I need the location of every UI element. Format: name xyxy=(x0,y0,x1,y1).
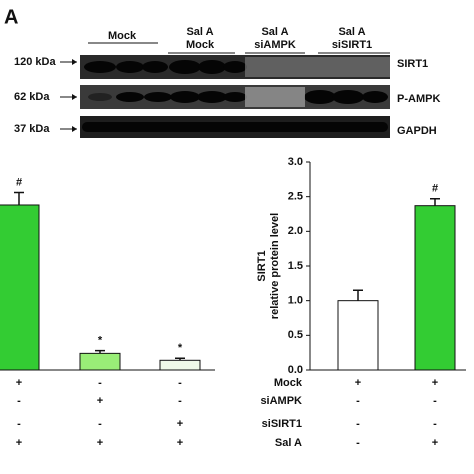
treatment-sign: + xyxy=(16,437,22,449)
treatment-sign: + xyxy=(432,437,438,449)
y-axis-label: SIRT1 xyxy=(256,250,268,281)
column-label: Sal A xyxy=(186,26,213,38)
treatment-sign: - xyxy=(433,418,437,430)
blot-image xyxy=(80,55,390,138)
column-label: Mock xyxy=(108,30,137,42)
treatment-sign: + xyxy=(97,395,103,407)
error-bar xyxy=(430,197,440,206)
treatment-sign: - xyxy=(98,418,102,430)
y-tick-label: 1.5 xyxy=(288,260,303,272)
error-bar xyxy=(14,191,24,205)
treatment-sign: - xyxy=(356,437,360,449)
protein-label: GAPDH xyxy=(397,125,437,137)
panel-label: A xyxy=(4,6,18,28)
annotation: * xyxy=(178,342,183,354)
treatment-sign: + xyxy=(16,377,22,389)
treatment-sign: - xyxy=(17,395,21,407)
treatment-sign: - xyxy=(433,395,437,407)
column-label: Sal A xyxy=(338,26,365,38)
column-label: siSIRT1 xyxy=(332,39,372,51)
column-label: Sal A xyxy=(261,26,288,38)
treatment-sign: - xyxy=(98,377,102,389)
bar xyxy=(79,352,121,371)
protein-label: SIRT1 xyxy=(397,58,428,70)
mw-label: 37 kDa xyxy=(14,123,50,135)
treatment-sign: + xyxy=(177,437,183,449)
bar xyxy=(159,359,201,371)
treatment-label: Mock xyxy=(274,377,303,389)
treatment-sign: + xyxy=(97,437,103,449)
treatment-sign: + xyxy=(177,418,183,430)
treatment-sign: - xyxy=(178,395,182,407)
treatment-sign: + xyxy=(355,377,361,389)
y-tick-label: 0.5 xyxy=(288,329,303,341)
treatment-label: Sal A xyxy=(275,437,302,449)
treatment-sign: + xyxy=(432,377,438,389)
treatment-label: siSIRT1 xyxy=(262,418,302,430)
error-bar xyxy=(353,289,363,301)
y-axis-label: relative protein level xyxy=(269,213,281,319)
annotation: # xyxy=(432,183,438,195)
y-tick-label: 0.0 xyxy=(288,364,303,376)
error-bar xyxy=(175,357,185,361)
annotation: # xyxy=(16,176,22,188)
treatment-sign: - xyxy=(356,418,360,430)
column-label: Mock xyxy=(186,39,215,51)
column-label: siAMPK xyxy=(254,39,296,51)
bar xyxy=(0,204,40,371)
y-tick-label: 2.5 xyxy=(288,191,303,203)
treatment-sign: - xyxy=(356,395,360,407)
y-tick-label: 2.0 xyxy=(288,225,303,237)
mw-label: 62 kDa xyxy=(14,91,50,103)
arrow-head xyxy=(72,59,77,65)
treatment-sign: - xyxy=(17,418,21,430)
error-bar xyxy=(95,349,105,354)
y-tick-label: 3.0 xyxy=(288,156,303,168)
bar xyxy=(414,205,456,371)
annotation: * xyxy=(98,334,103,346)
y-tick-label: 1.0 xyxy=(288,295,303,307)
mw-label: 120 kDa xyxy=(14,56,56,68)
protein-label: P-AMPK xyxy=(397,93,440,105)
arrow-head xyxy=(72,94,77,100)
treatment-label: siAMPK xyxy=(260,395,302,407)
bar xyxy=(337,300,379,371)
treatment-sign: - xyxy=(178,377,182,389)
arrow-head xyxy=(72,126,77,132)
